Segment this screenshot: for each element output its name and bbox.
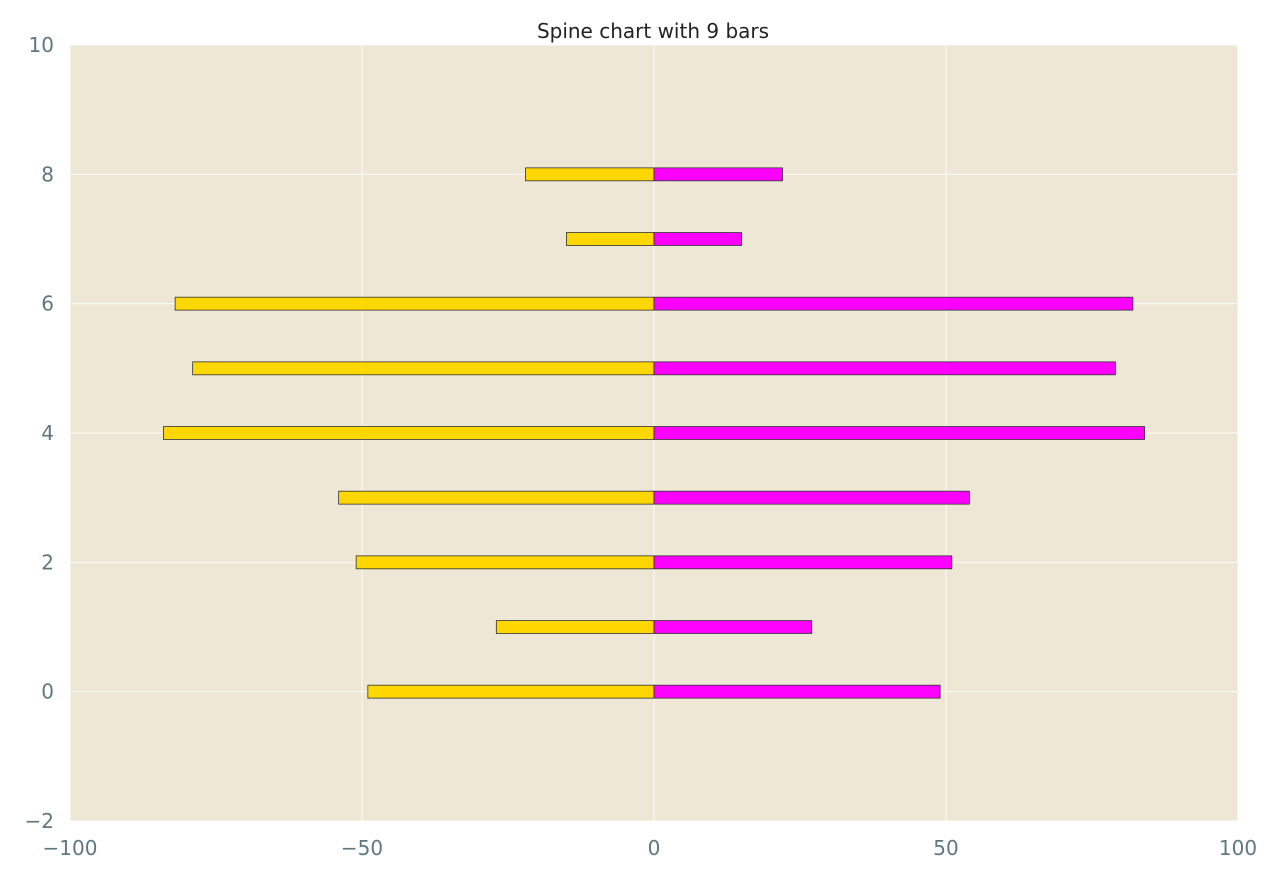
right-bar-3 [653, 490, 970, 505]
y-tick-label: 2 [41, 550, 54, 574]
y-tick-label: 8 [41, 162, 54, 186]
x-tick-label: −100 [43, 836, 98, 860]
y-tick-label: −2 [25, 809, 54, 833]
left-bar-7 [566, 232, 655, 246]
x-axis-tick-labels: −100 −50 0 50 100 [43, 836, 1258, 860]
left-bar-0 [367, 684, 655, 699]
y-axis-tick-labels: −2 0 2 4 6 8 10 [25, 33, 54, 833]
x-tick-label: 50 [933, 836, 958, 860]
right-bar-2 [653, 555, 953, 570]
chart-title: Spine chart with 9 bars [537, 19, 769, 43]
y-tick-label: 0 [41, 680, 54, 704]
y-tick-label: 4 [41, 421, 54, 445]
right-bar-6 [653, 296, 1134, 311]
y-tick-label: 6 [41, 292, 54, 316]
x-tick-label: 100 [1219, 836, 1257, 860]
right-bar-1 [653, 620, 813, 634]
y-tick-label: 10 [29, 33, 54, 57]
bars [163, 167, 1145, 699]
left-bar-8 [525, 167, 655, 182]
left-bar-1 [495, 620, 655, 634]
right-bar-7 [653, 232, 742, 246]
right-bar-5 [653, 361, 1116, 376]
x-tick-label: −50 [341, 836, 383, 860]
left-bar-5 [192, 361, 655, 376]
left-bar-2 [355, 555, 655, 570]
left-bar-6 [174, 296, 655, 311]
x-tick-label: 0 [648, 836, 661, 860]
right-bar-4 [653, 426, 1145, 440]
right-bar-8 [653, 167, 783, 182]
left-bar-3 [338, 490, 655, 505]
left-bar-4 [163, 426, 655, 440]
right-bar-0 [653, 684, 941, 699]
